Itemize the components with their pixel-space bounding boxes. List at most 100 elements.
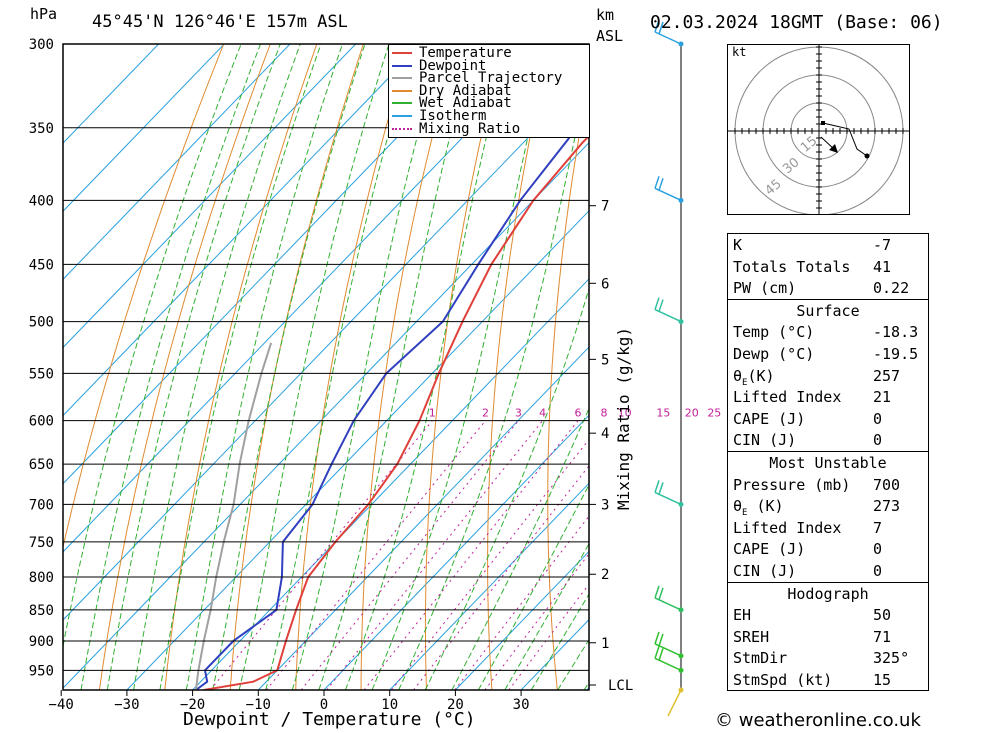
- mixing-ratio-label: 4: [539, 407, 546, 420]
- mu-theta-label: θE (K): [733, 497, 784, 519]
- legend-swatch: [392, 64, 412, 67]
- surface-temp-value: -18.3: [873, 323, 919, 342]
- wind-barb-staff: [667, 689, 682, 717]
- dry-adiabat-line: [360, 44, 458, 690]
- dry-adiabat-line: [487, 44, 551, 690]
- km-tick-label: 3: [601, 497, 609, 513]
- location-title: 45°45'N 126°46'E 157m ASL: [92, 12, 348, 32]
- isotherm-line: [257, 346, 589, 690]
- pressure-tick-label: 650: [29, 457, 54, 473]
- wet-adiabat-line: [106, 44, 281, 690]
- km-tick-label: 6: [601, 276, 609, 292]
- x-tick-label: 10: [381, 697, 398, 713]
- legend-swatch: [392, 52, 412, 54]
- isotherm-line: [63, 73, 589, 621]
- pressure-tick-label: 550: [29, 366, 54, 382]
- series-line-dewpoint: [195, 104, 589, 690]
- wet-adiabat-line: [159, 44, 322, 690]
- isotherm-line: [63, 44, 225, 212]
- mixing-ratio-label: 2: [482, 407, 489, 420]
- km-tick-label: 1: [601, 636, 609, 652]
- isotherm-line: [323, 414, 589, 690]
- mixing-ratio-label: 20: [685, 407, 699, 420]
- surface-dewp-value: -19.5: [873, 344, 919, 363]
- wind-barb-flag: [658, 587, 664, 601]
- mixing-ratio-label: 3: [515, 407, 522, 420]
- mu-pressure-value: 700: [873, 475, 901, 494]
- asl-unit-label: ASL: [596, 27, 624, 45]
- legend-entry: Dry Adiabat: [392, 82, 512, 99]
- mixing-ratio-line: [391, 438, 589, 690]
- wind-barb: [654, 585, 684, 613]
- wind-barb-flag: [654, 176, 660, 189]
- legend-entry: Temperature: [392, 46, 512, 60]
- wind-barb-flag: [654, 480, 660, 493]
- mixing-ratio-label: 8: [600, 407, 607, 420]
- most-unstable-title: Most Unstable: [769, 453, 887, 472]
- dry-adiabat-line: [229, 44, 364, 690]
- pw-value: 0.22: [873, 279, 910, 298]
- mixing-ratio-label: 15: [656, 407, 670, 420]
- mu-cin-label: CIN (J): [733, 561, 797, 580]
- totals-totals-value: 41: [873, 257, 892, 276]
- mixing-ratio-axis-label: Mixing Ratio (g/kg): [614, 326, 633, 510]
- legend-entry: Parcel Trajectory: [392, 70, 563, 87]
- x-tick-label: −30: [114, 697, 139, 713]
- mixing-ratio-label: 25: [707, 407, 721, 420]
- wind-level-dot: [678, 687, 684, 693]
- hodograph-trace: [822, 122, 868, 157]
- wet-adiabat-line: [265, 44, 416, 690]
- legend-swatch: [392, 115, 412, 117]
- wind-barb-flag: [654, 631, 660, 645]
- isotherm-line: [192, 278, 589, 690]
- mu-cape-value: 0: [873, 540, 883, 559]
- surface-cape-value: 0: [873, 409, 883, 428]
- legend-entry: Isotherm: [392, 108, 487, 124]
- legend-label: Wet Adiabat: [419, 95, 512, 112]
- wind-barb: [667, 687, 684, 717]
- wind-barb: [654, 646, 684, 673]
- pressure-tick-label: 950: [29, 663, 54, 679]
- legend-label: Isotherm: [419, 108, 487, 124]
- stmdir-label: StmDir: [733, 649, 788, 668]
- x-tick-label: 20: [447, 697, 464, 713]
- pressure-tick-label: 800: [29, 570, 54, 586]
- wind-level-dot: [678, 501, 684, 507]
- mixing-ratio-line: [265, 420, 486, 690]
- storm-motion-arrowhead: [829, 144, 838, 153]
- legend-label: Parcel Trajectory: [419, 70, 563, 87]
- wet-adiabat-line: [371, 44, 550, 690]
- eh-value: 50: [873, 606, 892, 625]
- wet-adiabat-line: [504, 542, 589, 690]
- hodograph-start-marker: [821, 121, 825, 125]
- isotherm-line: [63, 44, 554, 553]
- wind-level-dot: [678, 653, 684, 659]
- wind-barb-flag: [654, 585, 660, 599]
- mixing-ratio-label: 10: [618, 407, 632, 420]
- credit-link[interactable]: © weatheronline.co.uk: [715, 710, 921, 731]
- mu-li-value: 7: [873, 518, 883, 537]
- wet-adiabat-line: [477, 483, 589, 690]
- pressure-tick-label: 350: [29, 121, 54, 137]
- x-tick-label: −20: [180, 697, 205, 713]
- dry-adiabat-line: [63, 44, 225, 549]
- hpa-unit-label: hPa: [30, 5, 58, 23]
- mixing-ratio-line: [326, 420, 543, 690]
- wind-level-dot: [678, 607, 684, 613]
- hodograph-unit: kt: [732, 45, 747, 59]
- legend-label: Dry Adiabat: [419, 82, 512, 99]
- sreh-value: 71: [873, 627, 892, 646]
- dry-adiabat-line: [662, 44, 689, 690]
- mu-pressure-label: Pressure (mb): [733, 475, 851, 494]
- pw-label: PW (cm): [733, 279, 797, 298]
- isotherm-line: [63, 44, 291, 281]
- legend-swatch: [392, 102, 412, 105]
- pressure-tick-label: 850: [29, 603, 54, 619]
- km-unit-label: km: [596, 6, 615, 24]
- mixing-ratio-line: [300, 420, 519, 690]
- wind-barb-flag: [654, 646, 660, 659]
- series-line-temperature: [203, 134, 589, 690]
- surface-cape-label: CAPE (J): [733, 409, 806, 428]
